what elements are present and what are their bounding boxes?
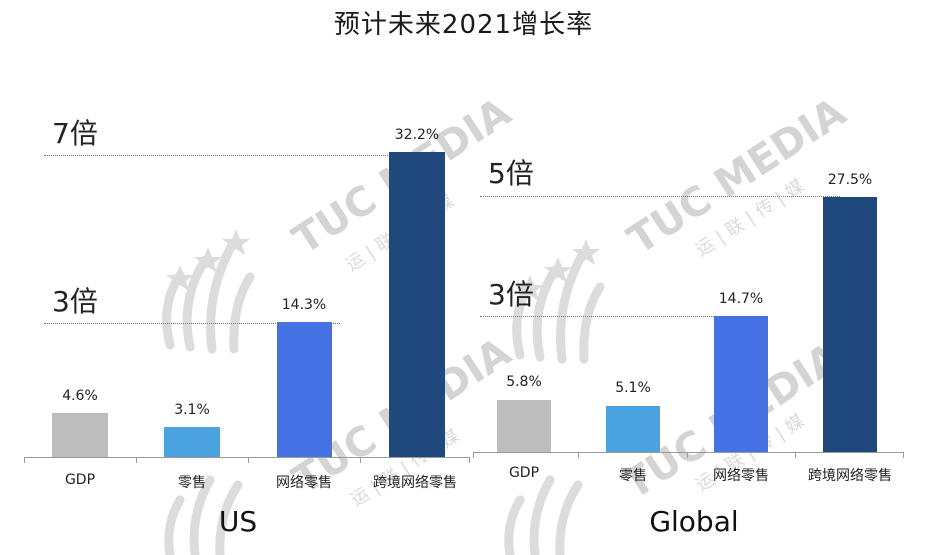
us-category-retail: 零售 — [178, 475, 206, 491]
us-category-gdp: GDP — [64, 472, 96, 488]
global-ref-line-3x — [480, 316, 756, 317]
global-category-crossborder-retail: 跨境网络零售 — [808, 468, 892, 484]
global-bar-online-retail — [714, 316, 768, 452]
watermark-logo-icon — [512, 239, 605, 364]
global-value-online-retail: 14.7% — [718, 291, 764, 307]
global-category-gdp: GDP — [508, 465, 540, 481]
global-ref-label-3x: 3倍 — [488, 278, 534, 311]
us-ref-label-3x: 3倍 — [52, 285, 98, 318]
us-value-gdp: 4.6% — [62, 388, 98, 404]
global-bar-gdp — [497, 400, 551, 452]
us-value-online-retail: 14.3% — [281, 297, 327, 313]
us-axis-tick — [469, 457, 470, 463]
global-ref-line-5x — [480, 196, 840, 197]
us-category-online-retail: 网络零售 — [276, 475, 332, 491]
global-category-retail: 零售 — [619, 468, 647, 484]
global-axis-tick — [473, 452, 474, 458]
us-axis-tick — [248, 457, 249, 463]
us-axis-tick — [24, 457, 25, 463]
global-value-crossborder-retail: 27.5% — [827, 172, 873, 188]
us-axis-tick — [360, 457, 361, 463]
us-region-label: US — [218, 505, 258, 538]
global-bar-retail — [606, 406, 660, 452]
global-axis-tick — [795, 452, 796, 458]
us-bar-crossborder-retail — [389, 152, 445, 457]
global-value-retail: 5.1% — [615, 380, 651, 396]
us-bar-gdp — [52, 413, 108, 457]
us-bar-retail — [164, 427, 220, 457]
watermark-subtext: 运 | 联 | 传 | 媒 — [692, 175, 809, 261]
global-axis-tick — [578, 452, 579, 458]
global-region-label: Global — [649, 505, 739, 538]
chart-title: 预计未来2021增长率 — [333, 10, 594, 40]
us-ref-line-3x — [44, 323, 340, 324]
global-bar-crossborder-retail — [823, 197, 877, 452]
global-x-axis — [473, 452, 904, 453]
watermark-logo-icon — [162, 229, 255, 354]
us-value-retail: 3.1% — [174, 402, 210, 418]
us-bar-online-retail — [277, 322, 332, 457]
us-ref-label-7x: 7倍 — [52, 117, 98, 150]
global-value-gdp: 5.8% — [506, 374, 542, 390]
us-axis-tick — [136, 457, 137, 463]
us-category-crossborder-retail: 跨境网络零售 — [373, 475, 457, 491]
global-axis-tick — [903, 452, 904, 458]
global-category-online-retail: 网络零售 — [713, 468, 769, 484]
us-ref-line-7x — [44, 155, 430, 156]
us-value-crossborder-retail: 32.2% — [394, 127, 440, 143]
us-x-axis — [24, 457, 470, 458]
global-ref-label-5x: 5倍 — [488, 157, 534, 190]
global-axis-tick — [687, 452, 688, 458]
